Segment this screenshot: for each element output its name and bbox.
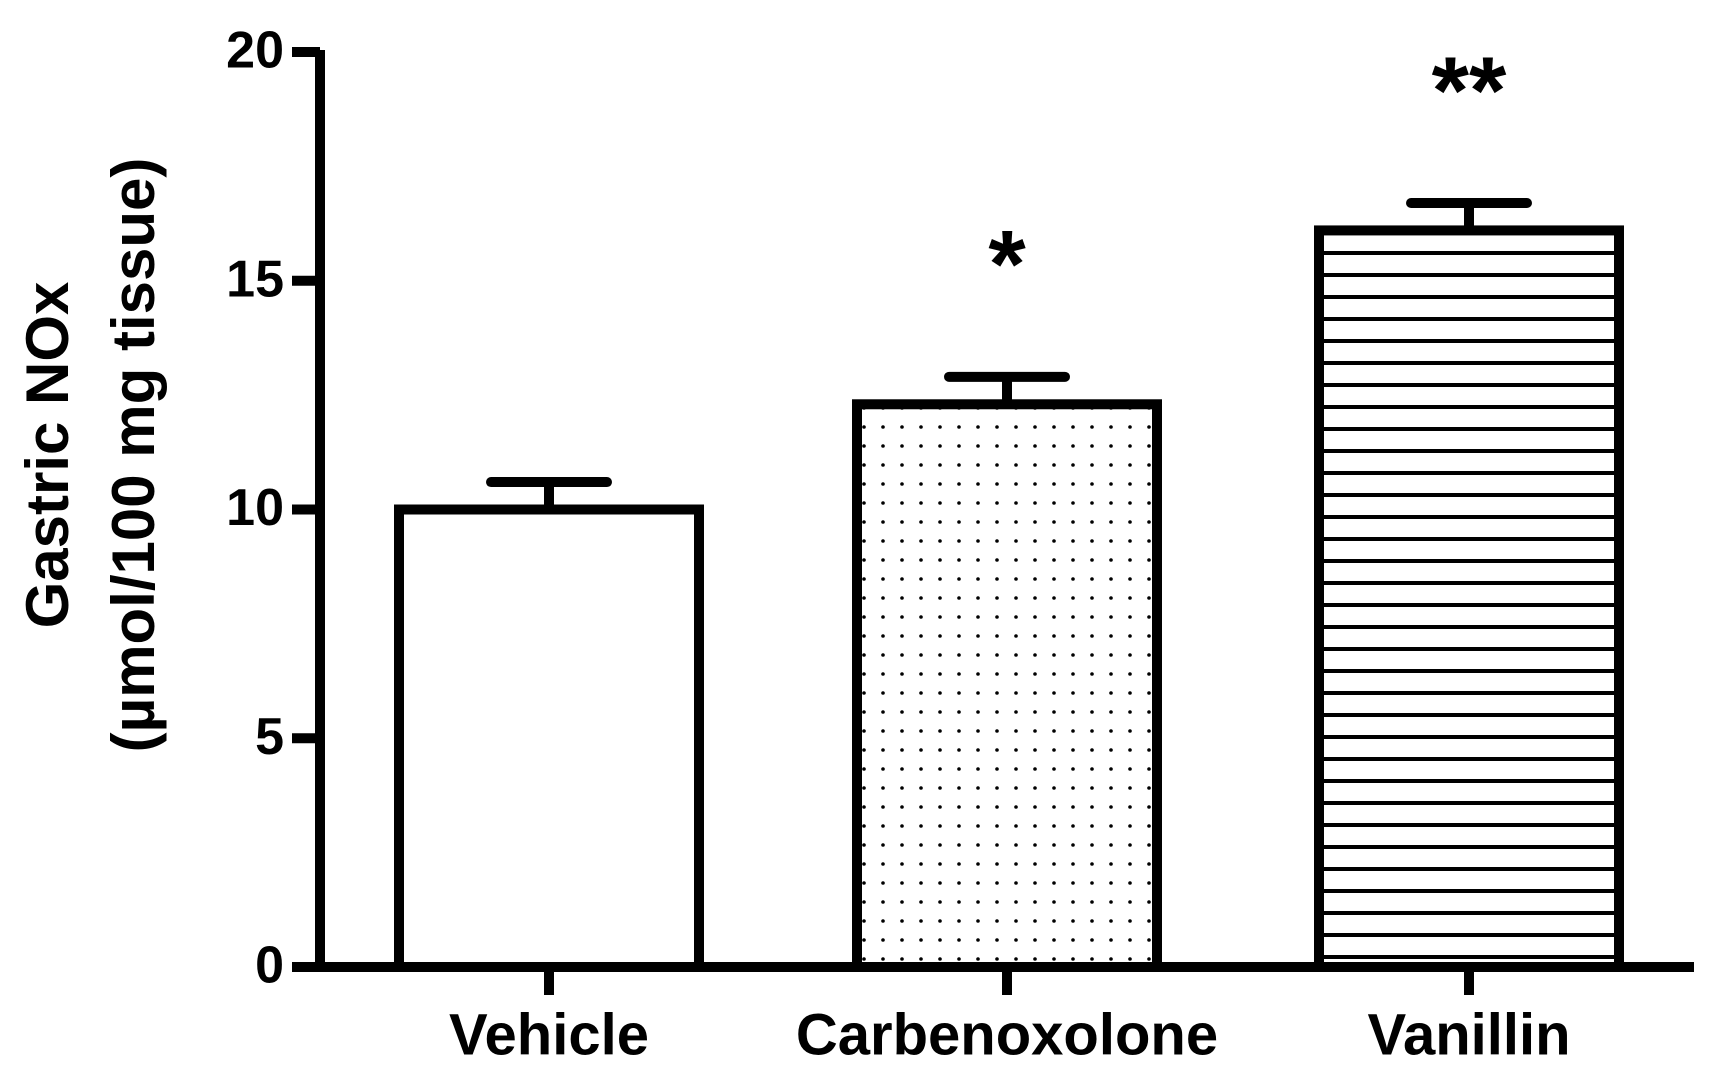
y-tick-label: 20	[226, 22, 284, 80]
y-tick-label: 5	[255, 708, 284, 766]
y-axis-label: (µmol/100 mg tissue)	[100, 158, 167, 753]
y-tick-label: 15	[226, 250, 284, 308]
bar	[1314, 225, 1624, 973]
x-tick-label: Carbenoxolone	[796, 1002, 1218, 1067]
y-tick-label: 0	[255, 937, 284, 995]
significance-mark: *	[988, 211, 1026, 318]
x-tick-label: Vanillin	[1367, 1002, 1570, 1067]
bar	[852, 399, 1162, 972]
bar	[394, 504, 704, 972]
significance-mark: **	[1432, 37, 1507, 144]
y-axis-label: Gastric NOx	[14, 282, 81, 629]
y-tick-label: 10	[226, 479, 284, 537]
x-tick-label: Vehicle	[449, 1002, 649, 1067]
